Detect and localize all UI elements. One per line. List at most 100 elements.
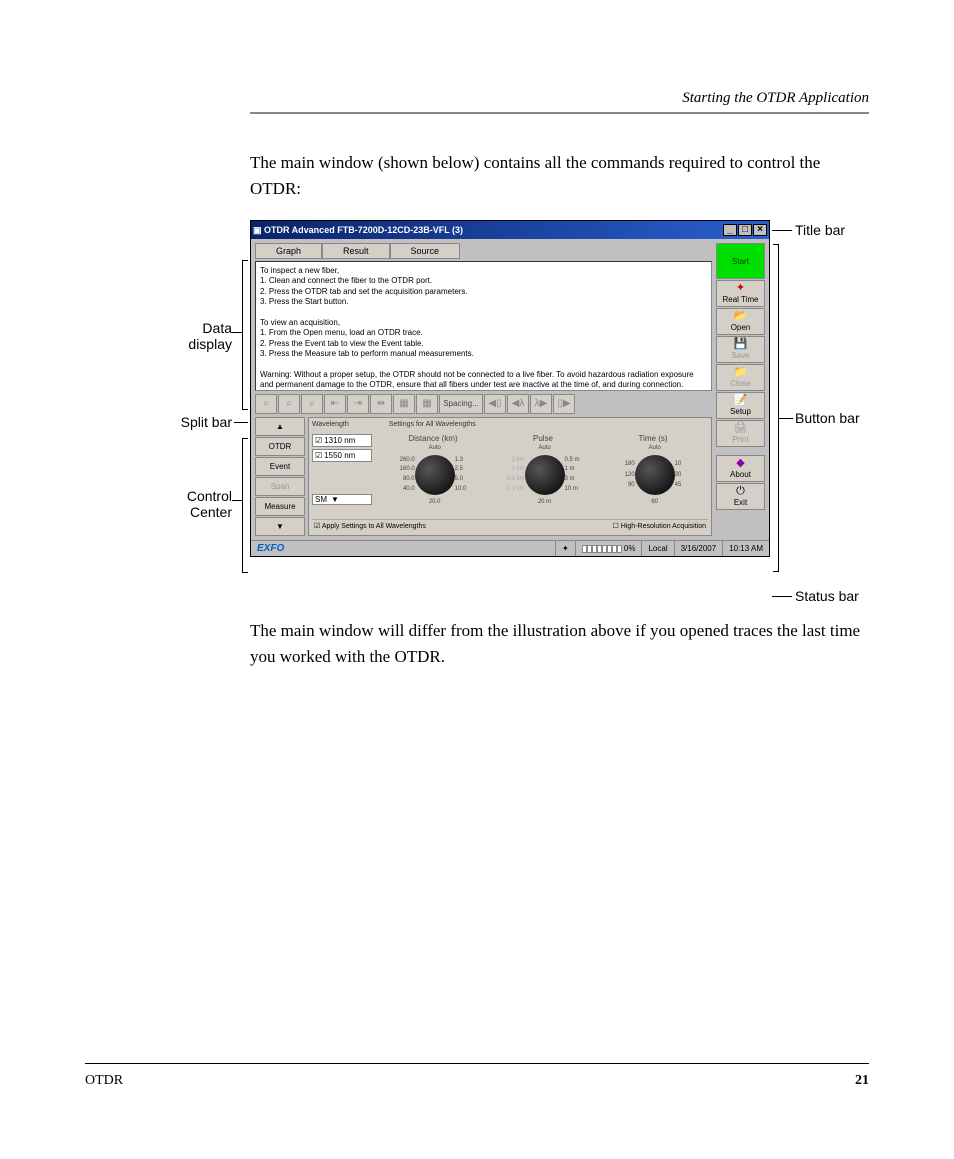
dist-auto: Auto	[415, 445, 455, 451]
pulse-tick: 20 m	[525, 499, 565, 505]
save-icon: 💾	[734, 339, 748, 350]
page-header: Starting the OTDR Application	[682, 90, 869, 107]
inspect-step-1: 1. Clean and connect the fiber to the OT…	[260, 276, 707, 286]
control-center: ▲ OTDR Event Span Measure ▼ Wavelength S…	[255, 417, 712, 536]
start-button[interactable]: Start	[716, 243, 765, 279]
time-dial-group: Time (s) 180 120 90	[598, 434, 708, 505]
nav-event[interactable]: Event	[255, 457, 305, 476]
chevron-down-icon: ▼	[331, 495, 339, 504]
view-step-3: 3. Press the Measure tab to perform manu…	[260, 349, 707, 359]
dist-tick: 5.0	[455, 475, 467, 485]
status-percent: 0%	[624, 544, 636, 553]
setup-icon: 📝	[734, 395, 748, 406]
marker-left-icon[interactable]: ⇤	[324, 394, 346, 414]
nav-up-icon[interactable]: ▲	[255, 417, 305, 436]
mode-dropdown[interactable]: SM ▼	[312, 494, 372, 505]
time-tick: 10	[675, 459, 682, 470]
minimize-button[interactable]: _	[723, 224, 737, 236]
callout-control-center-label: Control Center	[187, 488, 232, 520]
marker-both-icon[interactable]: ⇹	[370, 394, 392, 414]
status-activity-icon: ✦	[555, 541, 575, 556]
lambda-prev-icon[interactable]: ◀λ	[507, 394, 529, 414]
close-button[interactable]: ×	[753, 224, 767, 236]
time-tick: 180	[625, 459, 635, 470]
inspect-step-2: 2. Press the OTDR tab and set the acquis…	[260, 287, 707, 297]
bracket-button-bar	[773, 244, 779, 572]
wavelength-1310[interactable]: ☑ 1310 nm	[312, 434, 372, 447]
wavelength-1550[interactable]: ☑ 1550 nm	[312, 449, 372, 462]
exit-button[interactable]: ⏻Exit	[716, 483, 765, 510]
realtime-button[interactable]: ✦Real Time	[716, 280, 765, 307]
setup-button[interactable]: 📝Setup	[716, 392, 765, 419]
app-window: ▣ OTDR Advanced FTB-7200D-12CD-23B-VFL (…	[250, 220, 770, 557]
tab-result[interactable]: Result	[322, 243, 390, 259]
title-bar: ▣ OTDR Advanced FTB-7200D-12CD-23B-VFL (…	[251, 221, 769, 239]
line-split-bar	[234, 422, 248, 423]
grid-b-icon[interactable]: ▦	[416, 394, 438, 414]
cc-nav: ▲ OTDR Event Span Measure ▼	[255, 417, 305, 536]
nav-measure[interactable]: Measure	[255, 497, 305, 516]
callout-split-bar: Split bar	[170, 414, 232, 430]
hires-check[interactable]: ☐ High-Resolution Acquisition	[613, 522, 706, 530]
grid-a-icon[interactable]: ▦	[393, 394, 415, 414]
print-button[interactable]: 🖨Print	[716, 420, 765, 447]
cc-main: Wavelength Settings for All Wavelengths …	[308, 417, 712, 536]
top-tabs: Graph Result Source	[255, 243, 712, 259]
distance-label: Distance (km)	[378, 434, 488, 443]
warning-text: Warning: Without a proper setup, the OTD…	[260, 370, 707, 391]
maximize-button[interactable]: □	[738, 224, 752, 236]
about-button[interactable]: ◆About	[716, 455, 765, 482]
nav-span[interactable]: Span	[255, 477, 305, 496]
time-tick: 90	[625, 480, 635, 491]
zoom-in-icon[interactable]: ⌕	[278, 394, 300, 414]
exit-icon: ⏻	[736, 486, 745, 497]
status-bar: EXFO ✦ 0% Local 3/16/2007 10:13 AM	[251, 540, 769, 556]
view-step-2: 2. Press the Event tab to view the Event…	[260, 339, 707, 349]
spacing-button[interactable]: Spacing...	[439, 394, 483, 414]
close-file-icon: 📁	[734, 367, 748, 378]
window-controls: _ □ ×	[723, 224, 767, 236]
zoom-tool-icon[interactable]: ⌕	[255, 394, 277, 414]
time-tick: 30	[675, 470, 682, 481]
pulse-tick: 0.5 m	[565, 456, 580, 466]
footer-rule	[85, 1063, 869, 1064]
page-prev-icon[interactable]: ◀▯	[484, 394, 506, 414]
tab-source[interactable]: Source	[390, 243, 461, 259]
bracket-data-display	[242, 260, 248, 410]
callout-data-display: Data display	[180, 320, 232, 352]
status-date: 3/16/2007	[674, 541, 723, 556]
nav-down-icon[interactable]: ▼	[255, 517, 305, 536]
settings-label: Settings for All Wavelengths	[389, 421, 476, 428]
cc-bottom: ☑ Apply Settings to All Wavelengths ☐ Hi…	[312, 519, 708, 532]
pulse-tick: 1 m	[565, 465, 580, 475]
view-step-1: 1. From the Open menu, load an OTDR trac…	[260, 328, 707, 338]
callout-control-center: Control Center	[180, 488, 232, 520]
time-auto: Auto	[635, 445, 675, 451]
tab-graph[interactable]: Graph	[255, 243, 322, 259]
status-time: 10:13 AM	[722, 541, 769, 556]
bracket-control-center	[242, 438, 248, 573]
dials-area: Distance (km) 260.0 160.0 80.0 40.0	[378, 434, 708, 513]
inspect-step-3: 3. Press the Start button.	[260, 297, 707, 307]
dist-tick: 80.0	[400, 475, 415, 485]
apply-all-check[interactable]: ☑ Apply Settings to All Wavelengths	[314, 522, 426, 530]
dist-tick: 260.0	[400, 456, 415, 466]
distance-dial[interactable]	[415, 455, 455, 495]
pulse-dial[interactable]	[525, 455, 565, 495]
status-logo: EXFO	[251, 543, 290, 554]
time-dial[interactable]	[635, 455, 675, 495]
pulse-tick: 3 m	[565, 475, 580, 485]
close-file-button[interactable]: 📁Close	[716, 364, 765, 391]
dist-tick: 1.3	[455, 456, 467, 466]
print-icon: 🖨	[734, 423, 748, 434]
pulse-tick: 10 m	[565, 485, 580, 495]
save-button[interactable]: 💾Save	[716, 336, 765, 363]
zoom-out-icon[interactable]: ⌕	[301, 394, 323, 414]
open-button[interactable]: 📂Open	[716, 308, 765, 335]
marker-right-icon[interactable]: ⇥	[347, 394, 369, 414]
line-control-center	[232, 500, 242, 501]
nav-otdr[interactable]: OTDR	[255, 437, 305, 456]
page-next-icon[interactable]: ▯▶	[553, 394, 575, 414]
pulse-dial-group: Pulse 2 km 1 km 0.3 km 0.1 km	[488, 434, 598, 505]
lambda-next-icon[interactable]: λ▶	[530, 394, 552, 414]
